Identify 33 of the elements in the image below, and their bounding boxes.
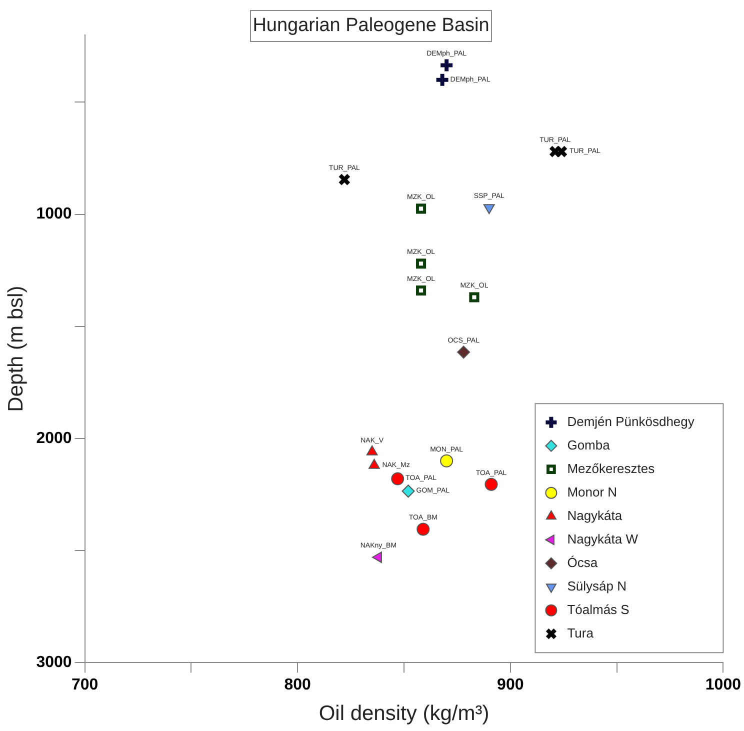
point: [391, 472, 404, 486]
x-tick-label: 1000: [705, 676, 742, 694]
y-axis-title: Depth (m bsl): [4, 286, 28, 412]
point: [402, 484, 415, 498]
point: [416, 258, 426, 269]
legend-label: Mezőkeresztes: [567, 460, 656, 476]
legend-label: Nagykáta: [567, 508, 623, 523]
point: [338, 173, 351, 186]
legend-label: Gomba: [567, 437, 611, 452]
x-tick-label: 800: [284, 676, 312, 694]
legend-label: Nagykáta W: [567, 531, 639, 546]
point: [457, 346, 470, 359]
point: [416, 285, 426, 296]
legend-label: Tóalmás S: [567, 602, 630, 617]
point: [440, 454, 454, 468]
point: [416, 522, 430, 536]
point: [438, 57, 455, 74]
legend-label: Sülysáp N: [567, 578, 626, 594]
y-tick-label: 3000: [36, 654, 72, 672]
chart-title: Hungarian Paleogene Basin: [250, 10, 492, 42]
point: [484, 478, 498, 491]
y-tick-label: 1000: [36, 206, 72, 223]
legend-label: Ócsa: [567, 554, 598, 570]
legend-label: Tura: [567, 625, 594, 640]
legend-label: Monor N: [567, 484, 618, 500]
point: [469, 292, 480, 302]
legend-label: Demjén Pünkösdhegy: [567, 414, 695, 429]
y-tick-label: 2000: [36, 430, 72, 447]
x-axis-title: Oil density (kg/m³): [318, 702, 490, 726]
point: [416, 204, 426, 214]
x-tick-label: 900: [497, 676, 524, 694]
x-tick-label: 700: [71, 676, 98, 694]
point: [434, 72, 450, 88]
